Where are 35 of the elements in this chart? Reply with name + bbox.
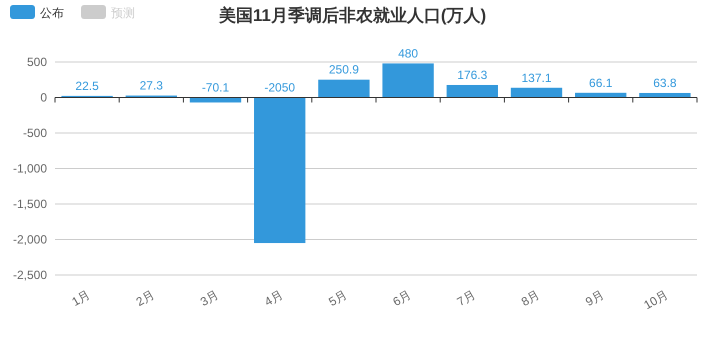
bar: [318, 80, 370, 98]
data-label: 63.8: [653, 76, 677, 90]
data-label: -70.1: [202, 80, 230, 94]
x-tick-label: 3月: [198, 287, 221, 309]
x-tick-label: 6月: [390, 287, 414, 309]
y-tick-label: -1,000: [12, 162, 48, 176]
y-tick-label: 500: [26, 55, 48, 69]
x-tick-label: 4月: [262, 287, 286, 309]
bar: [190, 98, 242, 102]
data-label: 250.9: [328, 62, 360, 77]
x-tick-label: 5月: [326, 287, 350, 309]
x-tick-label: 2月: [134, 287, 157, 309]
y-tick-label: 0: [40, 90, 48, 104]
y-tick-label: -500: [22, 126, 48, 140]
data-label: 22.5: [75, 78, 100, 93]
y-tick-label: -2,500: [12, 268, 48, 282]
data-label: 480: [398, 46, 418, 60]
bar: [382, 63, 434, 98]
x-tick-label: 9月: [583, 287, 606, 309]
x-tick-label: 8月: [518, 287, 542, 309]
x-tick-label: 10月: [641, 287, 670, 312]
data-label: 137.1: [521, 70, 552, 85]
data-label: 176.3: [457, 68, 488, 82]
data-label: 66.1: [589, 76, 613, 90]
y-tick-label: -2,000: [12, 232, 48, 246]
chart-title: 美国11月季调后非农就业人口(万人): [218, 6, 486, 25]
x-tick-label: 7月: [454, 287, 478, 309]
data-label: 27.3: [140, 78, 164, 93]
bar: [446, 84, 498, 98]
bar: [254, 98, 306, 244]
x-tick-label: 1月: [69, 287, 93, 309]
y-tick-label: -1,500: [12, 197, 48, 211]
bar: [510, 88, 562, 98]
data-label: -2050: [264, 80, 296, 94]
legend-label: 公布: [40, 6, 64, 20]
